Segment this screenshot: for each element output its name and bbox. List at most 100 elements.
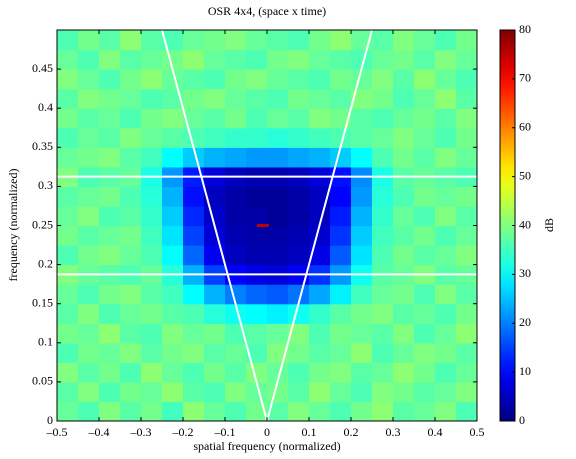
y-tick-label: 0.15 [32, 295, 53, 309]
heatmap-cell [99, 245, 121, 266]
x-tick-label: –0.1 [214, 425, 236, 439]
heatmap-cell [183, 108, 205, 129]
peak-mark [256, 224, 269, 227]
heatmap-cell [456, 186, 477, 207]
heatmap-cell [393, 108, 415, 129]
heatmap-cell [414, 108, 436, 129]
heatmap-cell [141, 147, 163, 168]
heatmap-cell [120, 225, 142, 246]
heatmap-cell [225, 362, 247, 383]
heatmap-cell [393, 49, 415, 70]
heatmap-cell [183, 401, 205, 421]
heatmap-cell [225, 108, 247, 129]
heatmap-cell [57, 186, 79, 207]
heatmap-cell [267, 323, 289, 344]
heatmap-cell [372, 205, 394, 227]
heatmap-cell [246, 69, 268, 90]
heatmap-cell [351, 323, 373, 344]
heatmap-cell [393, 303, 415, 324]
heatmap-cell [456, 127, 477, 148]
heatmap-cell [162, 245, 184, 266]
heatmap-cell [78, 127, 100, 148]
overlay-line [266, 30, 373, 421]
plot-area [57, 30, 477, 421]
heatmap-cell [267, 284, 289, 305]
heatmap-cell [246, 284, 268, 305]
heatmap-cell [99, 303, 121, 324]
heatmap-cell [330, 362, 352, 383]
heatmap-cell [162, 225, 184, 246]
heatmap-cell [141, 127, 163, 148]
heatmap-cell [393, 186, 415, 207]
heatmap-cell [267, 303, 289, 324]
heatmap-cell [225, 186, 247, 207]
heatmap-cell [351, 225, 373, 246]
heatmap-cell [225, 245, 247, 266]
heatmap-cell [435, 381, 457, 403]
colorbar-tick-label: 20 [519, 315, 531, 329]
heatmap-cell [162, 284, 184, 305]
heatmap-cell [120, 362, 142, 383]
heatmap-cell [246, 381, 268, 403]
colorbar-tick-label: 60 [519, 120, 531, 134]
heatmap-cell [183, 381, 205, 403]
heatmap-cell [351, 362, 373, 383]
heatmap-cell [99, 362, 121, 383]
heatmap-cell [183, 284, 205, 305]
colorbar-label: dB [542, 218, 556, 232]
heatmap-cell [204, 225, 226, 246]
heatmap-cell [141, 401, 163, 421]
heatmap-cell [225, 69, 247, 90]
heatmap-cell [330, 401, 352, 421]
heatmap-cell [414, 49, 436, 70]
heatmap-cell [162, 362, 184, 383]
heatmap-cell [120, 108, 142, 129]
heatmap-cell [162, 401, 184, 421]
heatmap-cell [225, 303, 247, 324]
heatmap-cell [351, 127, 373, 148]
heatmap-cell [57, 401, 79, 421]
y-tick-label: 0.4 [38, 100, 53, 114]
heatmap-cell [267, 381, 289, 403]
heatmap-cell [351, 401, 373, 421]
heatmap-cell [372, 342, 394, 363]
heatmap-cell [288, 30, 310, 51]
heatmap-cell [183, 323, 205, 344]
heatmap-cell [351, 245, 373, 266]
heatmap-cell [246, 245, 268, 266]
heatmap-cell [78, 108, 100, 129]
heatmap-cell [57, 88, 79, 109]
heatmap-cell [393, 205, 415, 227]
heatmap-cell [393, 381, 415, 403]
heatmap-cell [141, 49, 163, 70]
colorbar-tick-label: 30 [519, 266, 531, 280]
heatmap-cell [204, 108, 226, 129]
heatmap-cell [225, 381, 247, 403]
heatmap-cell [267, 49, 289, 70]
heatmap-cell [57, 69, 79, 90]
heatmap-cell [393, 245, 415, 266]
heatmap-cell [267, 127, 289, 148]
heatmap-cell [288, 303, 310, 324]
heatmap-cell [309, 225, 331, 246]
heatmap-cell [57, 303, 79, 324]
heatmap-cell [246, 30, 268, 51]
heatmap-cell [435, 225, 457, 246]
heatmap-cell [246, 342, 268, 363]
heatmap-cell [351, 147, 373, 168]
heatmap-cell [288, 401, 310, 421]
heatmap-cell [372, 108, 394, 129]
heatmap-cell [288, 186, 310, 207]
colorbar-tick-label: 70 [519, 71, 531, 85]
heatmap-cell [141, 342, 163, 363]
heatmap-cell [351, 69, 373, 90]
heatmap-cell [78, 69, 100, 90]
heatmap-cell [204, 88, 226, 109]
heatmap-cell [267, 88, 289, 109]
heatmap-cell [78, 362, 100, 383]
heatmap-cell [225, 401, 247, 421]
heatmap-cell [414, 323, 436, 344]
heatmap-cell [120, 30, 142, 51]
heatmap-cell [414, 69, 436, 90]
heatmap-cell [414, 147, 436, 168]
